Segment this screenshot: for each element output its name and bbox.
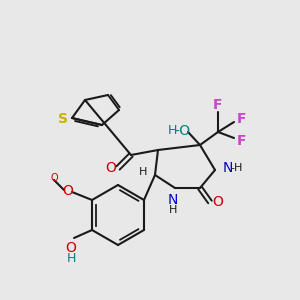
Text: F: F	[237, 134, 247, 148]
Text: S: S	[58, 112, 68, 126]
Text: -H: -H	[231, 163, 243, 173]
Text: H: H	[66, 253, 76, 266]
Text: N: N	[223, 161, 233, 175]
Text: H: H	[167, 124, 177, 137]
Text: -O: -O	[174, 124, 190, 138]
Text: N: N	[168, 193, 178, 207]
Text: O: O	[213, 195, 224, 209]
Text: F: F	[213, 98, 223, 112]
Text: O: O	[66, 241, 76, 255]
Text: O: O	[63, 184, 74, 198]
Text: O: O	[106, 161, 116, 175]
Text: O: O	[50, 173, 58, 183]
Text: H: H	[139, 167, 147, 177]
Text: H: H	[169, 205, 177, 215]
Text: F: F	[237, 112, 247, 126]
